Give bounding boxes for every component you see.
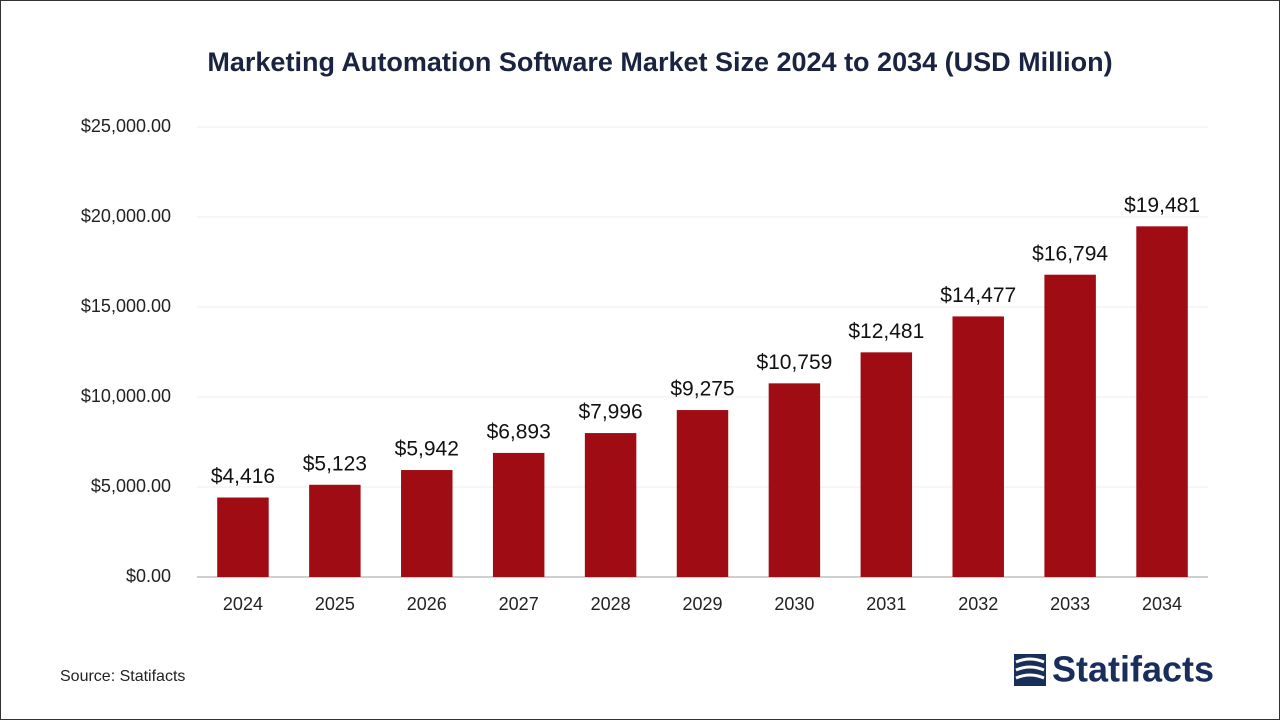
- x-tick-label: 2027: [499, 594, 539, 614]
- y-tick-label: $10,000.00: [81, 386, 171, 406]
- x-tick-label: 2032: [958, 594, 998, 614]
- chart-title: Marketing Automation Software Market Siz…: [207, 47, 1112, 77]
- x-tick-label: 2024: [223, 594, 263, 614]
- source: Source: Statifacts: [60, 668, 185, 685]
- value-label: $6,893: [487, 420, 551, 443]
- x-tick-label: 2033: [1050, 594, 1090, 614]
- x-tick-label: 2030: [774, 594, 814, 614]
- bar: [1044, 274, 1096, 577]
- y-tick-label: $0.00: [126, 566, 171, 586]
- logo-text: Statifacts: [1052, 649, 1214, 690]
- value-label: $19,481: [1124, 194, 1200, 217]
- x-tick-label: 2029: [682, 594, 722, 614]
- bar: [401, 470, 453, 577]
- x-tick-label: 2028: [591, 594, 631, 614]
- bar: [860, 352, 913, 577]
- value-label: $5,123: [303, 452, 367, 475]
- x-tick-label: 2031: [866, 594, 906, 614]
- bar: [1136, 226, 1188, 578]
- bar: [492, 452, 545, 577]
- value-label: $10,759: [756, 351, 832, 374]
- logo-icon: [1014, 654, 1046, 686]
- x-tick-label: 2025: [315, 594, 355, 614]
- y-tick-label: $15,000.00: [81, 296, 171, 316]
- bar: [676, 410, 729, 577]
- bar: [952, 316, 1004, 577]
- y-tick-label: $25,000.00: [81, 116, 171, 136]
- bar: [584, 433, 637, 577]
- value-label: $9,275: [670, 378, 734, 401]
- x-tick-label: 2034: [1142, 594, 1182, 614]
- y-tick-label: $20,000.00: [81, 206, 171, 226]
- value-label: $16,794: [1032, 242, 1108, 265]
- value-label: $7,996: [578, 401, 642, 424]
- bar: [768, 383, 821, 577]
- bar: [309, 484, 361, 577]
- value-label: $5,942: [395, 438, 459, 461]
- value-label: $12,481: [848, 320, 924, 343]
- bar: [217, 497, 269, 577]
- value-label: $4,416: [211, 465, 275, 488]
- value-label: $14,477: [940, 284, 1016, 307]
- y-tick-label: $5,000.00: [91, 476, 171, 496]
- x-tick-label: 2026: [407, 594, 447, 614]
